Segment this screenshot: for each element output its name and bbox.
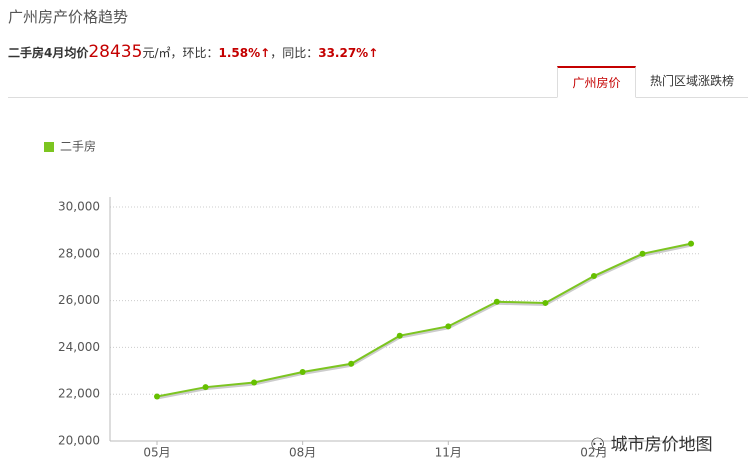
point	[251, 379, 258, 386]
line	[156, 242, 692, 398]
price: 28435	[88, 42, 143, 62]
price-summary: 二手房4月均价28435元/㎡，环比：1.58%↑，同比：33.27%↑	[8, 42, 378, 62]
tab[interactable]: 热门区域涨跌榜	[649, 74, 734, 88]
tab[interactable]: 广州房价	[557, 66, 636, 98]
unit: 元/㎡	[142, 46, 171, 60]
watermark-text: 城市房价地图	[610, 435, 713, 455]
yoy: 33.27%↑	[318, 46, 379, 60]
mom: 1.58%↑	[218, 46, 271, 60]
x-tick-label: 05月	[143, 446, 170, 460]
summary-label: 二手房4月均价	[8, 46, 89, 60]
y-tick-label: 24,000	[58, 340, 100, 354]
y-tick-label: 20,000	[58, 434, 100, 448]
legend-swatch	[44, 142, 54, 152]
point	[639, 250, 646, 257]
x-tick-label: 02月	[580, 446, 607, 460]
point	[688, 240, 695, 247]
point	[396, 332, 403, 339]
point	[493, 298, 500, 305]
line-shadow	[156, 243, 692, 400]
point	[348, 360, 355, 367]
point	[445, 323, 452, 330]
point	[154, 393, 160, 400]
y-tick-label: 30,000	[58, 200, 100, 214]
x-tick-label: 08月	[289, 446, 316, 460]
point	[542, 299, 549, 306]
x-tick-label: 11月	[435, 446, 462, 460]
point	[202, 384, 209, 391]
point	[299, 368, 306, 375]
mom-label: ，环比：	[170, 46, 219, 60]
tab-divider	[8, 97, 748, 98]
y-tick-label: 28,000	[58, 246, 100, 260]
page-title: 广州房产价格趋势	[8, 8, 129, 26]
watermark: ⚇ 城市房价地图	[590, 435, 713, 455]
y-tick-label: 22,000	[58, 387, 100, 401]
yoy-label: ，同比：	[270, 46, 319, 60]
legend-label: 二手房	[60, 139, 96, 154]
point	[590, 273, 597, 280]
y-tick-label: 26,000	[58, 293, 100, 307]
